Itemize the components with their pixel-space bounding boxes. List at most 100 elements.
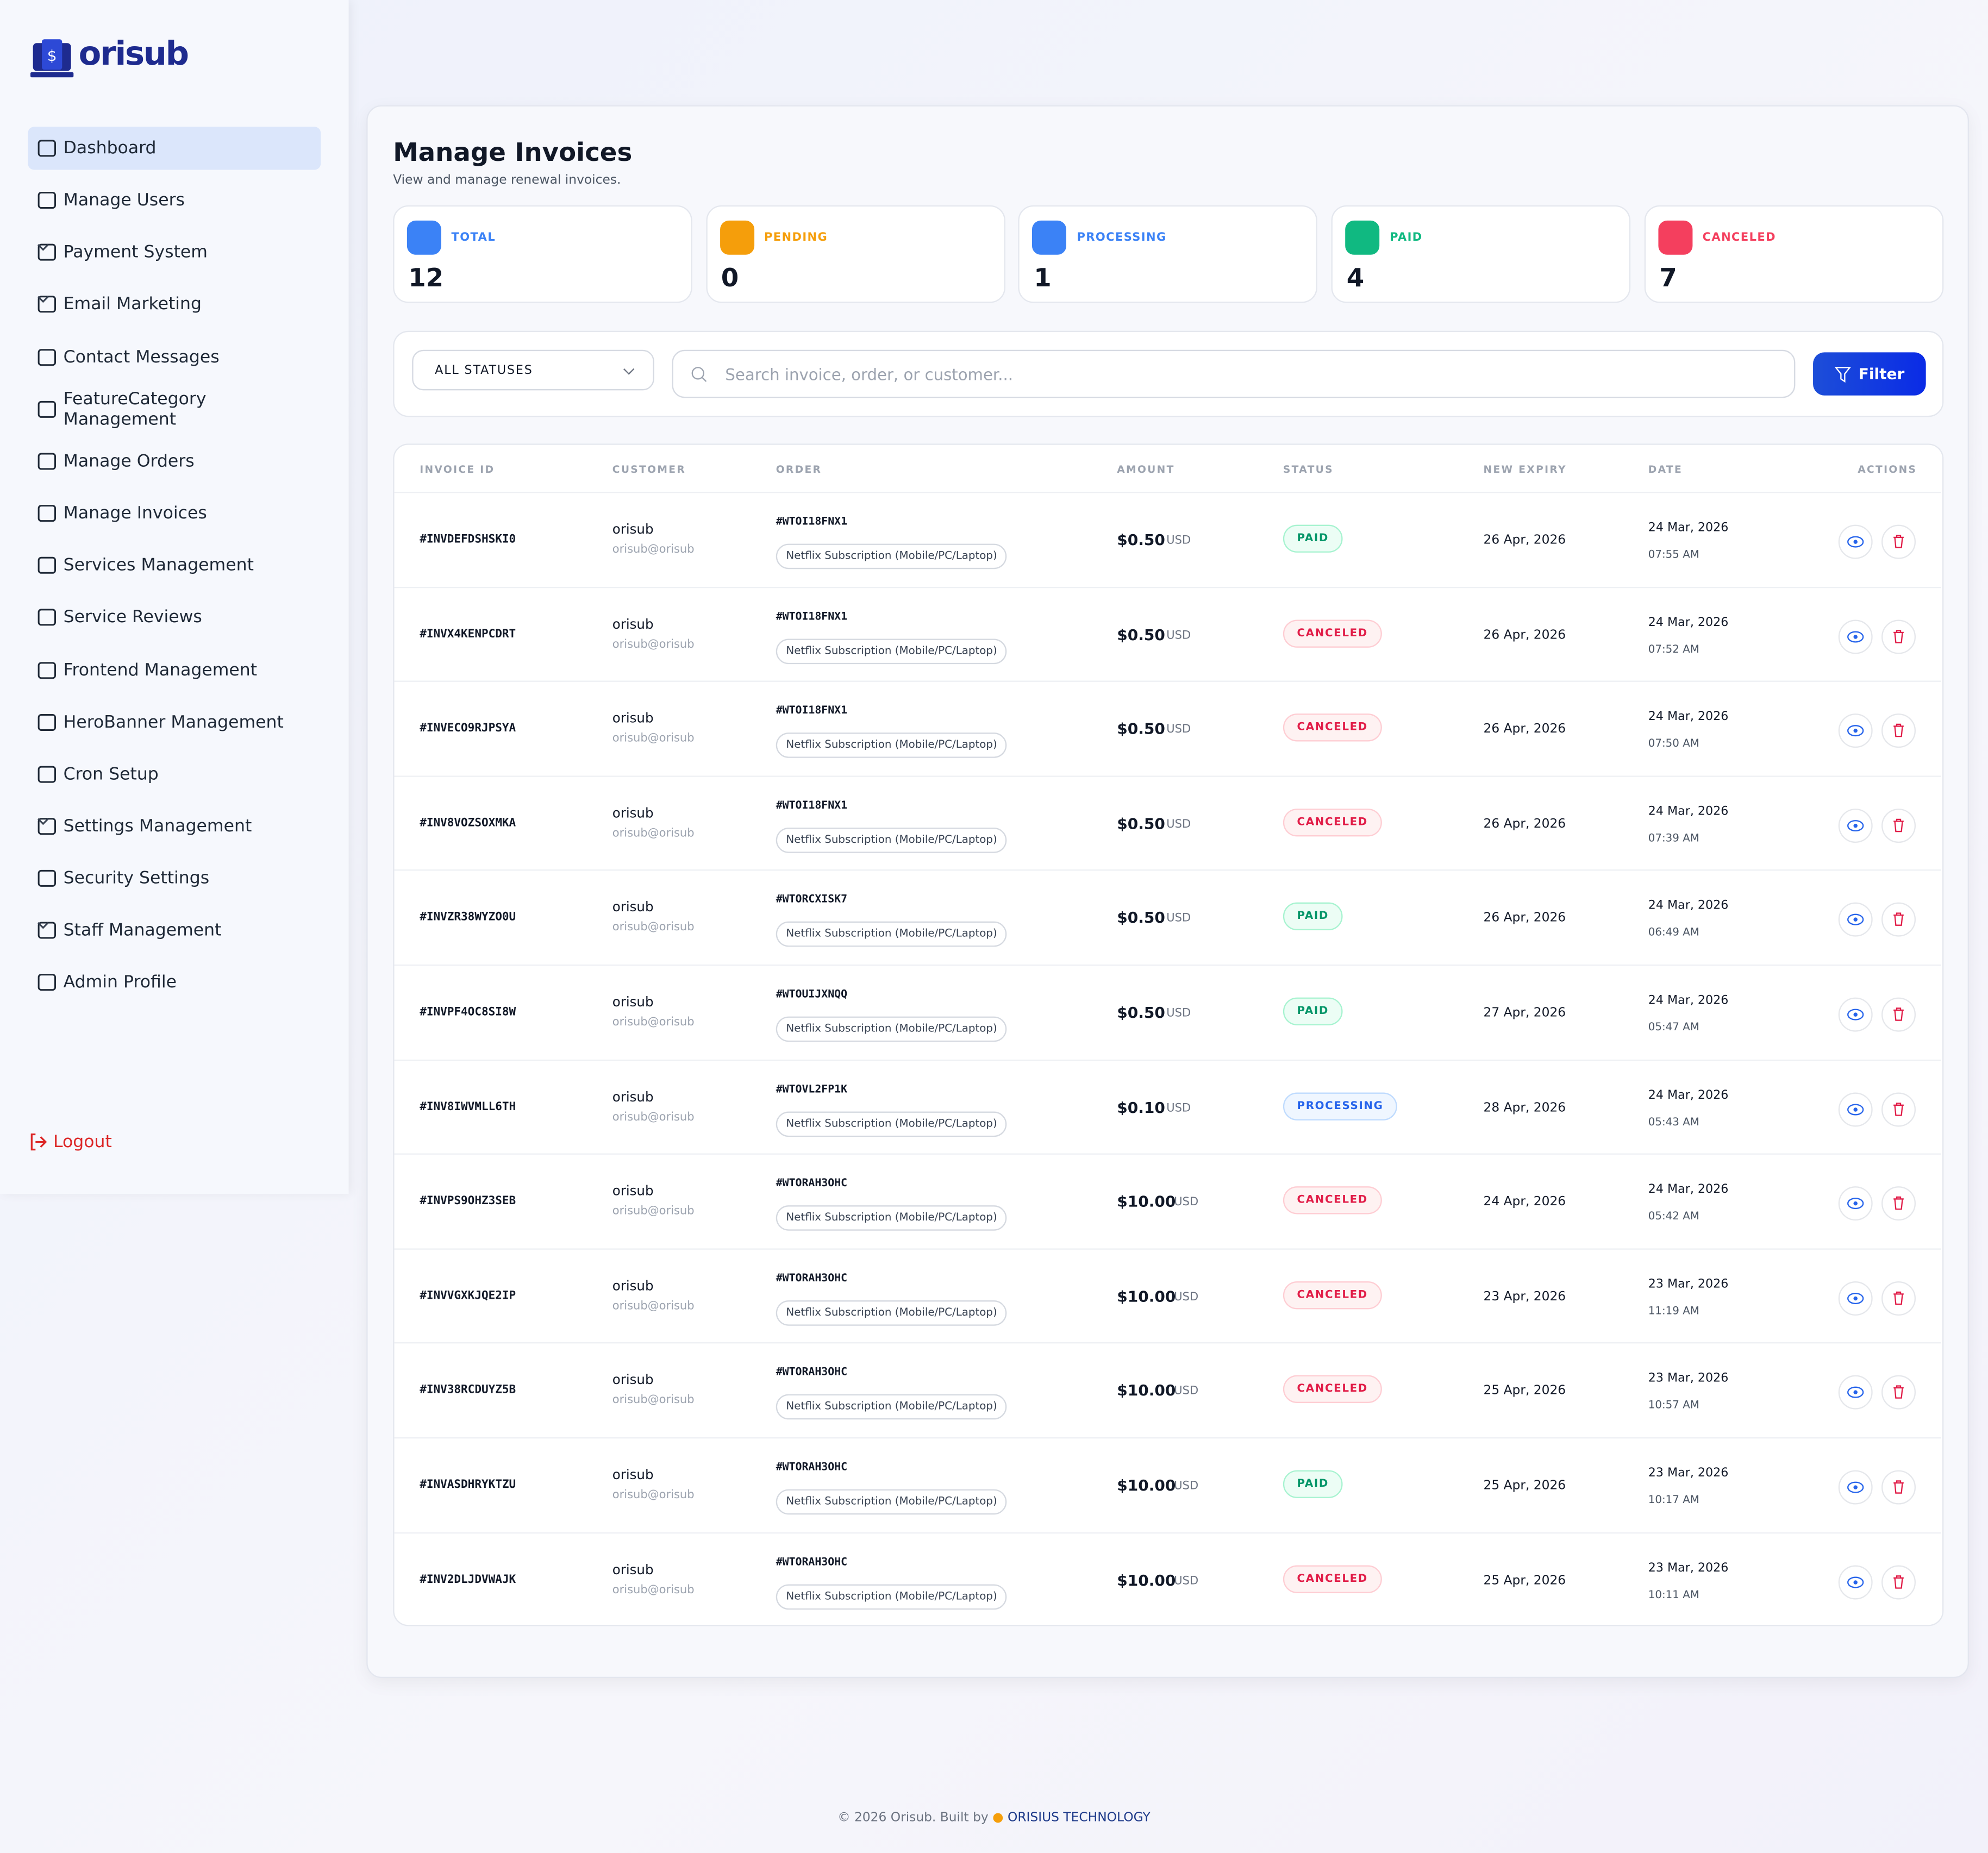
view-button[interactable] — [1838, 1564, 1873, 1599]
delete-button[interactable] — [1881, 1186, 1916, 1221]
product: Netflix Subscription (Mobile/PC/Laptop) — [776, 922, 1008, 948]
nav-item[interactable]: Settings Management — [28, 805, 321, 848]
delete-button[interactable] — [1881, 903, 1916, 937]
nav-item[interactable]: Payment System — [28, 231, 321, 274]
customer-email: orisub@orisub — [612, 1300, 695, 1313]
order-id: #WTORAH3OHC — [776, 1178, 848, 1191]
nav-label: Admin Profile — [63, 972, 177, 993]
currency: USD — [1174, 1386, 1199, 1399]
search-input[interactable]: Search invoice, order, or customer... — [672, 349, 1796, 398]
footer: © 2026 Orisub. Built by ● ORISIUS TECHNO… — [837, 1811, 1151, 1825]
nav-item[interactable]: HeroBanner Management — [28, 700, 321, 743]
amount: $10.00 — [1117, 1382, 1176, 1400]
delete-button[interactable] — [1881, 997, 1916, 1032]
table-row: #INVX4KENPCDRT orisub orisub@orisub #WTOI18… — [394, 586, 1941, 683]
view-button[interactable] — [1838, 1186, 1873, 1221]
nav-item[interactable]: Email Marketing — [28, 283, 321, 326]
column-header: AMOUNT — [1117, 464, 1175, 475]
table-row: #INVPF4OC8SI8W orisub orisub@orisub #WTOUIJ… — [394, 964, 1941, 1061]
nav-label: Email Marketing — [63, 295, 202, 315]
amount: $10.00 — [1117, 1287, 1176, 1305]
nav-item[interactable]: Dashboard — [28, 127, 321, 170]
delete-button[interactable] — [1881, 1564, 1916, 1599]
stat-card: PAID 4 — [1331, 205, 1631, 303]
customer-name: orisub — [612, 1278, 654, 1294]
nav-item[interactable]: Manage Orders — [28, 440, 321, 483]
view-button[interactable] — [1838, 997, 1873, 1032]
nav-item[interactable]: Admin Profile — [28, 961, 321, 1004]
new-expiry: 26 Apr, 2026 — [1483, 533, 1566, 548]
view-button[interactable] — [1838, 903, 1873, 937]
logout[interactable]: Logout — [28, 1132, 112, 1152]
new-expiry: 26 Apr, 2026 — [1483, 817, 1566, 831]
invoice-id: #INV8IWVMLL6TH — [420, 1100, 516, 1114]
column-header: NEW EXPIRY — [1483, 464, 1567, 475]
date: 23 Mar, 2026 — [1648, 1277, 1729, 1292]
delete-button[interactable] — [1881, 1470, 1916, 1505]
table-row: #INVVGXKJQE2IP orisub orisub@orisub #WTORAH… — [394, 1248, 1941, 1344]
nav-label: Frontend Management — [63, 660, 258, 680]
view-button[interactable] — [1838, 1375, 1873, 1410]
product: Netflix Subscription (Mobile/PC/Laptop) — [776, 1016, 1008, 1042]
view-button[interactable] — [1838, 1470, 1873, 1505]
currency: USD — [1174, 1291, 1199, 1304]
nav-label: FeatureCategory Management — [63, 389, 207, 430]
new-expiry: 23 Apr, 2026 — [1483, 1289, 1566, 1304]
date: 23 Mar, 2026 — [1648, 1372, 1729, 1386]
stat-icon — [720, 220, 754, 255]
status-select[interactable]: ALL STATUSES — [412, 349, 654, 391]
product: Netflix Subscription (Mobile/PC/Laptop) — [776, 1489, 1008, 1515]
new-expiry: 24 Apr, 2026 — [1483, 1195, 1566, 1210]
nav-item[interactable]: Frontend Management — [28, 648, 321, 691]
delete-button[interactable] — [1881, 713, 1916, 748]
invoice-id: #INVECO9RJPSYA — [420, 722, 516, 736]
order-id: #WTORAH3OHC — [776, 1556, 848, 1569]
status-badge: CANCELED — [1283, 1186, 1382, 1215]
currency: USD — [1166, 913, 1191, 926]
table-row: #INVECO9RJPSYA orisub orisub@orisub #WTOI18… — [394, 680, 1941, 777]
delete-button[interactable] — [1881, 524, 1916, 559]
main-panel: Manage Invoices View and manage renewal … — [366, 105, 1969, 1679]
delete-button[interactable] — [1881, 1281, 1916, 1316]
sidebar: $ orisub Dashboard Manage Users Payment Sy… — [0, 0, 349, 1194]
product: Netflix Subscription (Mobile/PC/Laptop) — [776, 1394, 1008, 1420]
customer-name: orisub — [612, 805, 654, 821]
invoice-table: INVOICE ID CUSTOMER ORDER AMOUNT STATUS NEW E… — [393, 443, 1944, 1626]
date: 24 Mar, 2026 — [1648, 993, 1729, 1008]
view-button[interactable] — [1838, 808, 1873, 843]
invoice-id: #INV38RCDUYZ5B — [420, 1384, 516, 1398]
nav-item[interactable]: Cron Setup — [28, 753, 321, 796]
nav-item[interactable]: Manage Users — [28, 179, 321, 222]
customer-name: orisub — [612, 1373, 654, 1388]
delete-button[interactable] — [1881, 808, 1916, 843]
amount: $0.50 — [1117, 625, 1165, 643]
customer-email: orisub@orisub — [612, 827, 695, 840]
nav-item[interactable]: Contact Messages — [28, 335, 321, 378]
customer-email: orisub@orisub — [612, 543, 695, 556]
nav-item[interactable]: Manage Invoices — [28, 492, 321, 535]
nav-item[interactable]: Services Management — [28, 544, 321, 587]
view-button[interactable] — [1838, 1092, 1873, 1126]
stat-value: 4 — [1346, 262, 1365, 293]
delete-button[interactable] — [1881, 619, 1916, 654]
nav-item[interactable]: Service Reviews — [28, 596, 321, 639]
nav-item[interactable]: Security Settings — [28, 857, 321, 900]
footer-link[interactable]: ORISIUS TECHNOLOGY — [1007, 1811, 1151, 1825]
view-button[interactable] — [1838, 524, 1873, 559]
delete-button[interactable] — [1881, 1375, 1916, 1410]
filter-button[interactable]: Filter — [1813, 352, 1926, 396]
nav-label: Manage Orders — [63, 451, 195, 472]
time: 10:11 AM — [1648, 1588, 1699, 1602]
view-button[interactable] — [1838, 1281, 1873, 1316]
nav-item[interactable]: Staff Management — [28, 909, 321, 952]
customer-email: orisub@orisub — [612, 1205, 695, 1218]
table-row: #INV8VOZSOXMKA orisub orisub@orisub #WTOI18… — [394, 775, 1941, 872]
nav-item[interactable]: FeatureCategory Management — [28, 387, 321, 430]
currency: USD — [1166, 629, 1191, 642]
view-button[interactable] — [1838, 619, 1873, 654]
order-id: #WTOI18FNX1 — [776, 705, 848, 718]
view-button[interactable] — [1838, 713, 1873, 748]
time: 05:47 AM — [1648, 1021, 1699, 1035]
delete-button[interactable] — [1881, 1092, 1916, 1126]
